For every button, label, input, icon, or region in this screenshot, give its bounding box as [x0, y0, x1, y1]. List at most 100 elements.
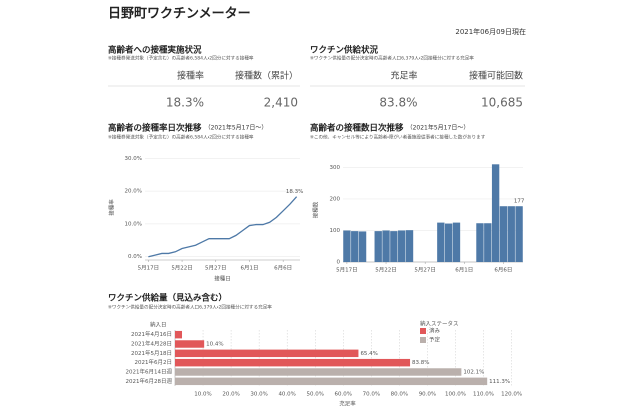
section-title: ワクチン供給状況	[310, 45, 379, 56]
value-label: 83.8%	[412, 360, 429, 366]
chart-subtitle: （2021年5月17日〜）	[205, 124, 268, 132]
bar	[175, 358, 411, 367]
bar	[175, 330, 183, 339]
y-tick-label: 0.0%	[128, 254, 142, 260]
legend-swatch	[420, 337, 426, 343]
x-tick-label: 90.0%	[419, 392, 436, 398]
line	[148, 196, 298, 258]
y-axis-label: 接種数	[312, 201, 320, 218]
y-tick-label: 2021年6月14日週	[126, 368, 173, 376]
y-tick-label: 300	[330, 165, 341, 171]
bar	[437, 222, 445, 262]
date: 2021年06月09日現在	[455, 27, 526, 36]
bar	[499, 206, 508, 262]
x-tick-label: 30.0%	[250, 392, 267, 398]
kpi-header: 接種率	[177, 70, 204, 82]
bar	[175, 377, 488, 386]
x-tick-label: 5月27日	[414, 267, 436, 274]
bar	[476, 223, 484, 262]
page-title: 日野町ワクチンメーター	[108, 7, 251, 22]
x-tick-label: 6月1日	[240, 265, 258, 272]
bar	[507, 206, 515, 262]
x-tick-label: 60.0%	[335, 392, 352, 398]
chart-title: 高齢者の接種率日次推移	[108, 123, 202, 134]
x-tick-label: 40.0%	[278, 392, 295, 398]
value-label: 18.3%	[286, 189, 303, 195]
bar	[175, 340, 205, 348]
value-label: 10.4%	[206, 342, 223, 348]
x-tick-label: 10.0%	[194, 392, 211, 398]
y-tick-label: 100	[330, 228, 341, 234]
chart-title: 高齢者の接種数日次推移	[310, 123, 404, 134]
y-header: 納入日	[150, 321, 167, 329]
note: ※ワクチン供給量の配分決定時の高齢者人口6,379人・2回接種分に対する充足率	[310, 55, 474, 62]
bar	[515, 206, 523, 262]
bar	[351, 231, 359, 262]
bar	[484, 223, 492, 262]
x-tick-label: 6月6日	[274, 265, 292, 272]
bar	[398, 230, 406, 262]
note: ※この他、キャンセル等により高齢者・障がい者養施設従事者に接種した数があります	[310, 134, 486, 141]
bar	[444, 223, 453, 262]
x-tick-label: 5月17日	[336, 267, 358, 274]
x-tick-label: 5月22日	[375, 267, 397, 274]
bar	[175, 349, 359, 358]
kpi-header: 接種数（累計）	[235, 70, 298, 82]
kpi-value: 83.8%	[379, 96, 417, 110]
y-tick-label: 2021年4月28日	[131, 340, 172, 348]
x-tick-label: 6月6日	[494, 267, 512, 274]
chart-subtitle: （2021年5月17日〜）	[407, 124, 470, 132]
x-tick-label: 110.0%	[473, 392, 494, 398]
chart-title: ワクチン供給量（見込み含む）	[108, 293, 227, 304]
bar	[374, 231, 382, 262]
kpi-header: 充足率	[390, 71, 417, 82]
y-tick-label: 20.0%	[125, 189, 142, 195]
value-label: 102.1%	[463, 370, 484, 376]
legend-title: 納入ステータス	[420, 320, 459, 328]
kpi-value: 18.3%	[166, 96, 204, 110]
x-tick-label: 80.0%	[391, 392, 408, 398]
section-title: 高齢者への接種実施状況	[108, 45, 202, 56]
bar	[175, 368, 462, 376]
legend-label: 予定	[429, 336, 441, 344]
y-tick-label: 2021年5月18日	[131, 349, 172, 357]
y-axis-label: 接種率	[108, 199, 116, 216]
x-axis-label: 接種日	[214, 275, 231, 283]
legend-label: 済み	[429, 328, 441, 335]
note: ※接種券発送対象（予定含む）の高齢者6,584人・2回分に対する接種率	[108, 55, 254, 62]
value-label: 177	[514, 199, 525, 205]
x-tick-label: 5月22日	[171, 265, 193, 272]
x-tick-label: 5月17日	[138, 265, 160, 272]
legend-swatch	[420, 328, 426, 334]
y-tick-label: 2021年4月16日	[131, 330, 172, 338]
y-tick-label: 2021年6月2日	[135, 358, 173, 366]
x-tick-label: 6月1日	[455, 267, 473, 274]
y-tick-label: 2021年6月28日週	[126, 377, 173, 385]
kpi-header: 接種可能回数	[469, 70, 523, 82]
x-tick-label: 50.0%	[307, 392, 324, 398]
x-axis-label: 充足率	[339, 400, 356, 408]
note: ※ワクチン供給量の配分決定時の高齢者人口6,379人・2回接種分に対する充足率	[108, 304, 272, 311]
y-tick-label: 10.0%	[125, 221, 142, 227]
kpi-value: 10,685	[481, 96, 523, 110]
y-tick-label: 0	[337, 260, 341, 266]
x-tick-label: 5月27日	[205, 265, 227, 272]
y-tick-label: 30.0%	[125, 156, 142, 162]
bar	[382, 230, 390, 262]
x-tick-label: 120.0%	[501, 392, 522, 398]
value-label: 65.4%	[360, 351, 377, 357]
note: ※接種券発送対象（予定含む）の高齢者6,584人・2回分に対する接種率	[108, 134, 254, 141]
bar	[343, 230, 351, 262]
x-tick-label: 70.0%	[363, 392, 380, 398]
bar	[390, 231, 398, 262]
bar	[491, 164, 500, 262]
x-tick-label: 20.0%	[222, 392, 239, 398]
kpi-value: 2,410	[264, 96, 298, 110]
bar	[405, 230, 414, 262]
bar	[452, 222, 461, 262]
y-tick-label: 200	[330, 196, 341, 202]
x-tick-label: 100.0%	[445, 392, 466, 398]
value-label: 111.3%	[489, 379, 510, 385]
bar	[358, 231, 367, 262]
